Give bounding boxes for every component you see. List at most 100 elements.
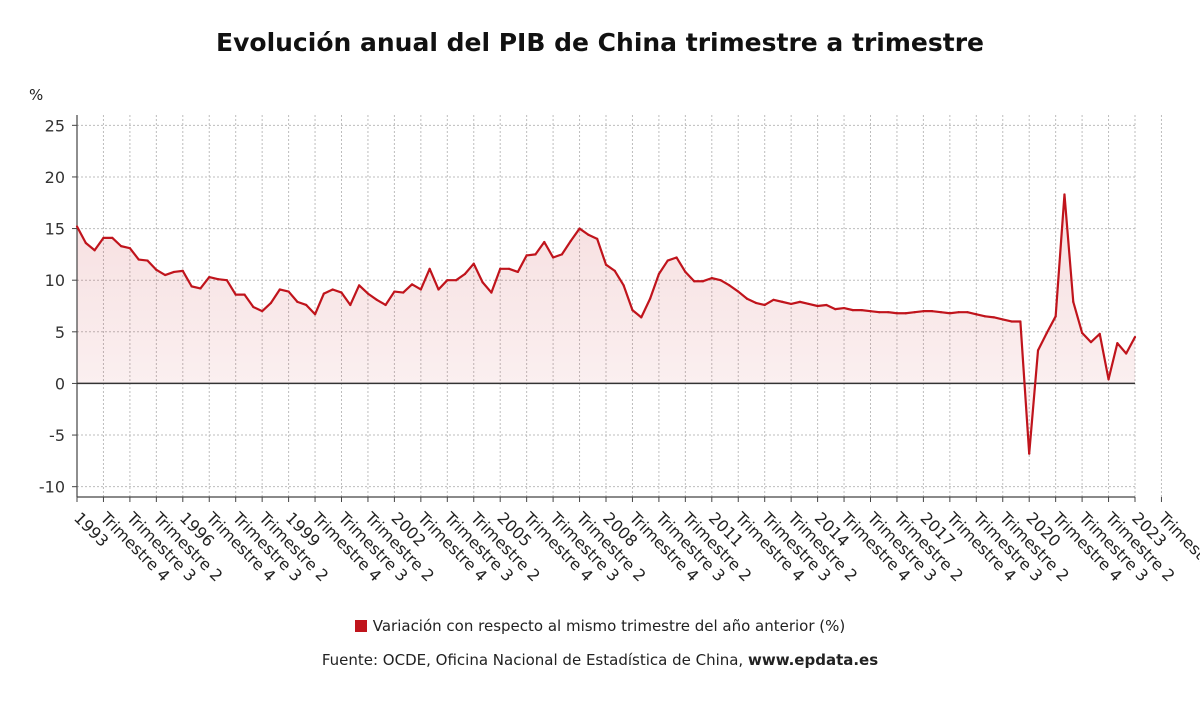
- data-point: [622, 284, 625, 287]
- data-point: [710, 277, 713, 280]
- data-point: [84, 241, 87, 245]
- data-point: [296, 300, 299, 303]
- data-point: [278, 288, 281, 291]
- data-point: [419, 288, 422, 291]
- data-point: [490, 291, 493, 294]
- data-point: [1019, 320, 1022, 323]
- y-tick-label: -10: [39, 478, 65, 497]
- y-tick-label: -5: [49, 426, 65, 445]
- data-point: [234, 293, 237, 296]
- data-point: [516, 270, 519, 274]
- data-point: [887, 311, 890, 314]
- y-tick-label: 0: [55, 374, 65, 393]
- data-point: [640, 316, 643, 319]
- chart-title: Evolución anual del PIB de China trimest…: [216, 28, 984, 57]
- line-layer: [75, 193, 1137, 455]
- y-tick-label: 15: [45, 220, 65, 239]
- data-point: [560, 253, 564, 256]
- data-point: [754, 301, 757, 304]
- data-point: [860, 309, 863, 312]
- data-point: [693, 280, 696, 283]
- data-point: [472, 262, 475, 265]
- data-point: [648, 297, 652, 300]
- data-point: [1001, 318, 1004, 321]
- data-point: [931, 310, 934, 313]
- data-point: [410, 283, 414, 286]
- data-point: [428, 267, 431, 270]
- data-point: [190, 285, 193, 288]
- data-point: [1028, 452, 1031, 455]
- data-point: [358, 284, 361, 287]
- data-point: [552, 256, 555, 259]
- data-point: [596, 237, 599, 240]
- y-tick-label: 5: [55, 323, 65, 342]
- data-point: [869, 310, 872, 313]
- data-point: [763, 303, 766, 307]
- data-point: [313, 313, 317, 316]
- data-point: [984, 315, 987, 318]
- data-point: [384, 303, 387, 307]
- data-point: [772, 298, 775, 301]
- data-point: [1045, 331, 1048, 334]
- data-point: [322, 292, 325, 295]
- data-point: [269, 301, 273, 304]
- data-point: [578, 227, 581, 230]
- data-point: [895, 312, 899, 315]
- source-site: www.epdata.es: [747, 651, 879, 669]
- data-point: [446, 279, 449, 282]
- data-point: [790, 302, 793, 306]
- data-point: [543, 240, 546, 244]
- data-point: [728, 284, 731, 287]
- data-point: [507, 267, 511, 270]
- legend: Variación con respecto al mismo trimestr…: [0, 617, 1200, 635]
- data-point: [146, 259, 149, 262]
- data-point: [137, 258, 140, 261]
- data-point: [366, 292, 370, 295]
- data-point: [172, 270, 176, 274]
- data-point: [745, 297, 749, 300]
- data-point: [305, 303, 308, 307]
- data-point: [569, 239, 572, 243]
- data-point: [948, 312, 951, 315]
- data-point: [631, 309, 634, 312]
- data-point: [798, 300, 802, 303]
- data-point: [684, 270, 687, 274]
- data-point: [375, 298, 378, 301]
- data-point: [119, 245, 123, 248]
- data-point: [261, 310, 264, 313]
- source-prefix: Fuente: OCDE, Oficina Nacional de Estadí…: [321, 651, 748, 669]
- data-point: [613, 269, 616, 272]
- data-point: [1125, 352, 1128, 355]
- data-point: [111, 236, 114, 239]
- data-point: [1089, 341, 1093, 344]
- data-point: [966, 311, 969, 314]
- data-point: [93, 249, 96, 252]
- data-point: [1098, 332, 1101, 335]
- data-point: [1072, 300, 1075, 303]
- data-point: [525, 254, 528, 257]
- data-point: [437, 288, 440, 291]
- data-point: [402, 291, 405, 294]
- data-point: [393, 290, 396, 293]
- data-point: [904, 312, 907, 315]
- data-point: [737, 290, 740, 293]
- data-point: [807, 302, 810, 306]
- data-point: [252, 305, 255, 309]
- axes: [72, 115, 1162, 502]
- data-point: [534, 253, 537, 256]
- data-point: [1081, 331, 1084, 334]
- data-point: [666, 259, 669, 262]
- data-point: [225, 279, 228, 282]
- y-tick-label: 20: [45, 168, 65, 187]
- data-point: [128, 247, 131, 250]
- data-point: [1054, 315, 1057, 318]
- data-point: [825, 303, 828, 307]
- data-point: [1010, 320, 1013, 323]
- data-point: [992, 316, 996, 319]
- data-point: [878, 311, 881, 314]
- data-point: [587, 233, 590, 236]
- data-point: [842, 306, 846, 310]
- data-point: [287, 290, 290, 293]
